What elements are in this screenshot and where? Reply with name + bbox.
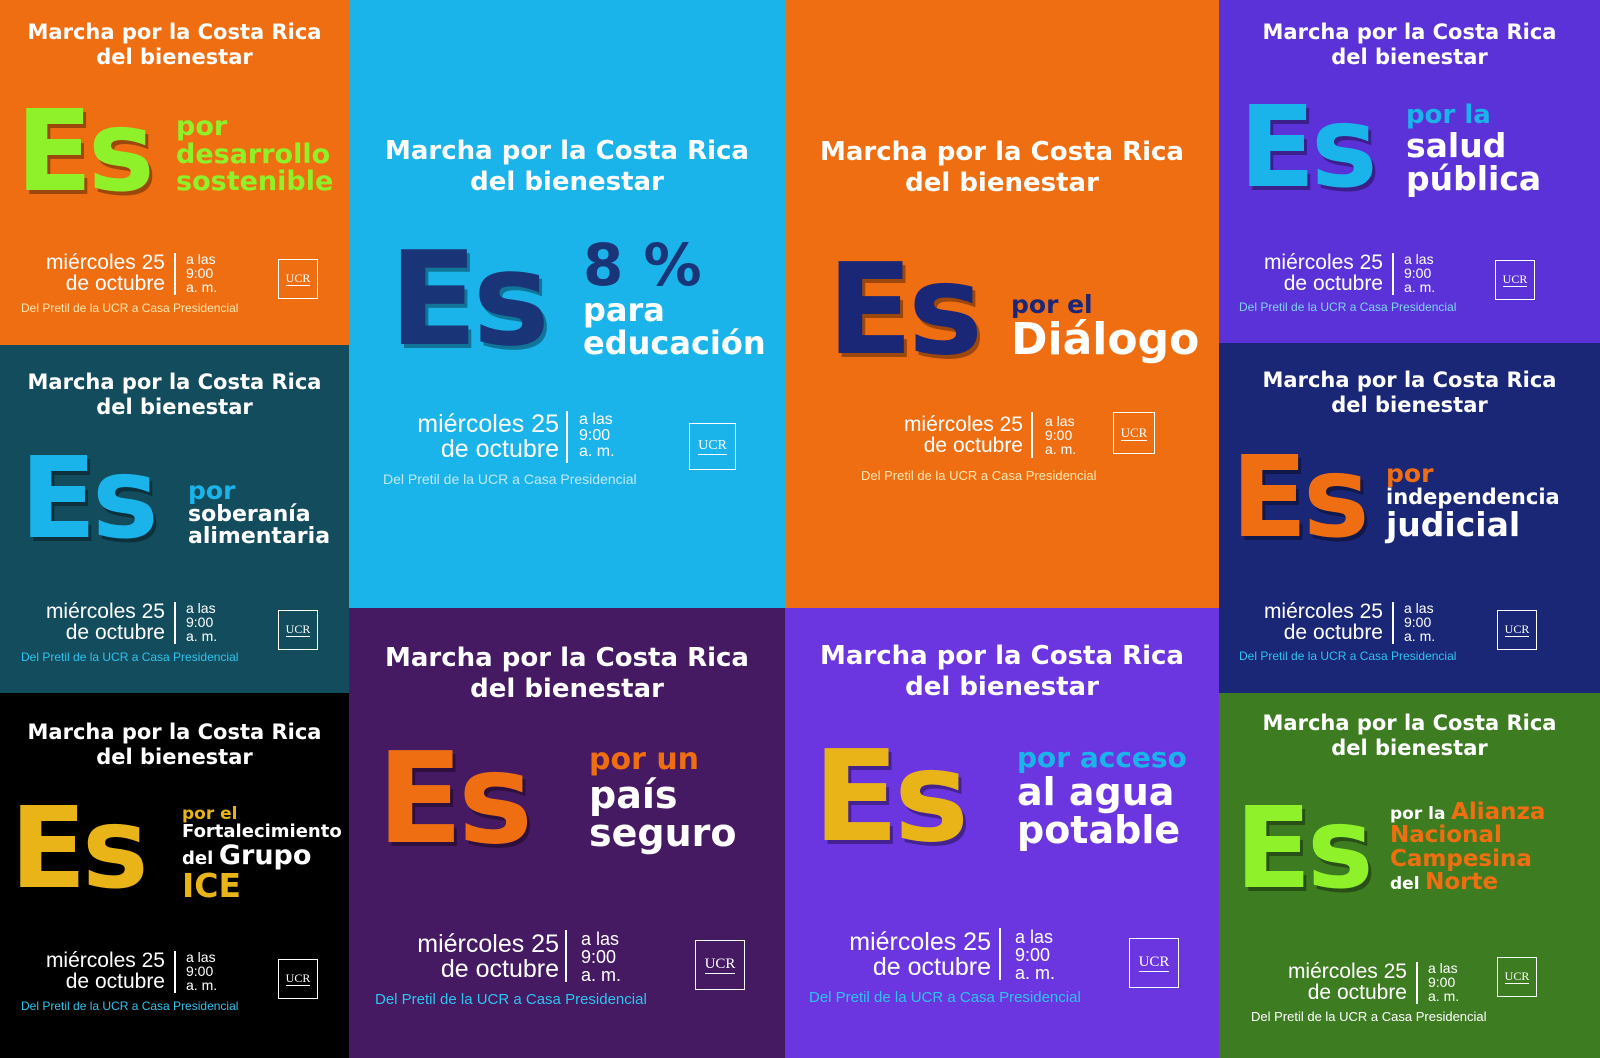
- event-date: miércoles 25 de octubre: [903, 413, 1023, 457]
- poster-soberania-alimentaria: Marcha por la Costa Rica del bienestar E…: [0, 345, 349, 693]
- slogan: por independencia judicial: [1386, 459, 1560, 544]
- ucr-logo: UCR: [278, 959, 318, 999]
- route-text: Del Pretil de la UCR a Casa Presidencial: [1239, 649, 1457, 663]
- route-text: Del Pretil de la UCR a Casa Presidencial: [1239, 300, 1457, 314]
- event-date: miércoles 25 de octubre: [1287, 960, 1407, 1004]
- event-time: a las 9:00 a. m.: [1428, 960, 1460, 1004]
- ucr-logo: UCR: [689, 423, 736, 470]
- slogan: por un país seguro: [589, 742, 737, 856]
- divider: [1031, 412, 1033, 458]
- event-date: miércoles 25 de octubre: [45, 949, 165, 993]
- es-word: Es: [10, 784, 149, 914]
- es-word: Es: [16, 87, 155, 217]
- divider: [566, 411, 568, 463]
- event-date: miércoles 25 de octubre: [1263, 251, 1383, 295]
- es-word: Es: [1231, 433, 1370, 563]
- route-text: Del Pretil de la UCR a Casa Presidencial: [375, 991, 647, 1008]
- divider: [174, 253, 176, 295]
- poster-title: Marcha por la Costa Rica del bienestar: [27, 720, 322, 769]
- es-word: Es: [1235, 784, 1374, 914]
- poster-title: Marcha por la Costa Rica del bienestar: [820, 137, 1184, 198]
- es-word: Es: [813, 723, 969, 870]
- event-time: a las 9:00 a. m.: [581, 929, 622, 985]
- event-time: a las 9:00 a. m.: [1404, 600, 1436, 644]
- event-time: a las 9:00 a. m.: [186, 600, 218, 644]
- ucr-logo: UCR: [1497, 610, 1537, 650]
- poster-pais-seguro: Marcha por la Costa Rica del bienestar E…: [349, 608, 785, 1058]
- poster-title: Marcha por la Costa Rica del bienestar: [820, 641, 1184, 702]
- poster-title: Marcha por la Costa Rica del bienestar: [1262, 20, 1557, 69]
- event-date: miércoles 25 de octubre: [45, 600, 165, 644]
- poster-salud-publica: Marcha por la Costa Rica del bienestar E…: [1219, 0, 1600, 343]
- route-text: Del Pretil de la UCR a Casa Presidencial: [1251, 1009, 1487, 1024]
- poster-title: Marcha por la Costa Rica del bienestar: [385, 136, 749, 197]
- slogan: por el Fortalecimiento del Grupo ICE: [182, 804, 342, 906]
- poster-alianza-campesina: Marcha por la Costa Rica del bienestar E…: [1219, 693, 1600, 1058]
- es-word: Es: [377, 725, 533, 872]
- divider: [174, 951, 176, 993]
- es-word: Es: [389, 223, 550, 375]
- ucr-logo: UCR: [1113, 412, 1155, 454]
- poster-title: Marcha por la Costa Rica del bienestar: [1262, 711, 1557, 760]
- poster-title: Marcha por la Costa Rica del bienestar: [27, 20, 322, 69]
- slogan: por la salud pública: [1406, 100, 1542, 199]
- slogan: por acceso al agua potable: [1017, 741, 1187, 853]
- route-text: Del Pretil de la UCR a Casa Presidencial: [861, 468, 1097, 483]
- event-time: a las 9:00 a. m.: [1015, 927, 1056, 983]
- divider: [1392, 253, 1394, 295]
- slogan: por soberanía alimentaria: [188, 476, 331, 549]
- divider: [999, 928, 1001, 980]
- event-time: a las 9:00 a. m.: [1404, 251, 1436, 295]
- event-date: miércoles 25 de octubre: [417, 930, 559, 983]
- divider: [1392, 602, 1394, 644]
- event-time: a las 9:00 a. m.: [579, 411, 615, 460]
- poster-agua-potable: Marcha por la Costa Rica del bienestar E…: [785, 608, 1219, 1058]
- event-time: a las 9:00 a. m.: [1045, 413, 1077, 457]
- poster-title: Marcha por la Costa Rica del bienestar: [385, 643, 749, 704]
- event-date: miércoles 25 de octubre: [417, 410, 559, 463]
- poster-title: Marcha por la Costa Rica del bienestar: [1262, 368, 1557, 417]
- divider: [1416, 962, 1418, 1004]
- slogan: por desarrollo sostenible: [176, 111, 334, 198]
- event-time: a las 9:00 a. m.: [186, 949, 218, 993]
- event-date: miércoles 25 de octubre: [1263, 600, 1383, 644]
- es-word: Es: [20, 434, 159, 564]
- divider: [174, 602, 176, 644]
- es-word: Es: [827, 236, 983, 383]
- route-text: Del Pretil de la UCR a Casa Presidencial: [21, 650, 239, 664]
- route-text: Del Pretil de la UCR a Casa Presidencial: [21, 999, 239, 1013]
- poster-title: Marcha por la Costa Rica del bienestar: [27, 370, 322, 419]
- route-text: Del Pretil de la UCR a Casa Presidencial: [21, 301, 239, 315]
- poster-independencia-judicial: Marcha por la Costa Rica del bienestar E…: [1219, 343, 1600, 693]
- event-date: miércoles 25 de octubre: [849, 928, 991, 981]
- slogan: por el Diálogo: [1011, 290, 1200, 365]
- event-time: a las 9:00 a. m.: [186, 251, 218, 295]
- divider: [565, 930, 567, 982]
- poster-desarrollo-sostenible: Marcha por la Costa Rica del bienestar E…: [0, 0, 349, 345]
- route-text: Del Pretil de la UCR a Casa Presidencial: [809, 989, 1081, 1006]
- ucr-logo: UCR: [278, 259, 318, 299]
- slogan: 8 % para educación: [583, 231, 766, 362]
- ucr-logo: UCR: [1495, 260, 1535, 300]
- poster-grupo-ice: Marcha por la Costa Rica del bienestar E…: [0, 693, 349, 1058]
- poster-educacion: Marcha por la Costa Rica del bienestar E…: [349, 0, 785, 608]
- ucr-logo: UCR: [1497, 957, 1537, 997]
- es-word: Es: [1239, 83, 1378, 213]
- event-date: miércoles 25 de octubre: [45, 251, 165, 295]
- route-text: Del Pretil de la UCR a Casa Presidencial: [383, 471, 637, 487]
- poster-dialogo: Marcha por la Costa Rica del bienestar E…: [785, 0, 1219, 608]
- ucr-logo: UCR: [695, 940, 745, 990]
- ucr-logo: UCR: [278, 610, 318, 650]
- slogan: por la Alianza Nacional Campesina del No…: [1390, 799, 1546, 896]
- ucr-logo: UCR: [1129, 938, 1179, 988]
